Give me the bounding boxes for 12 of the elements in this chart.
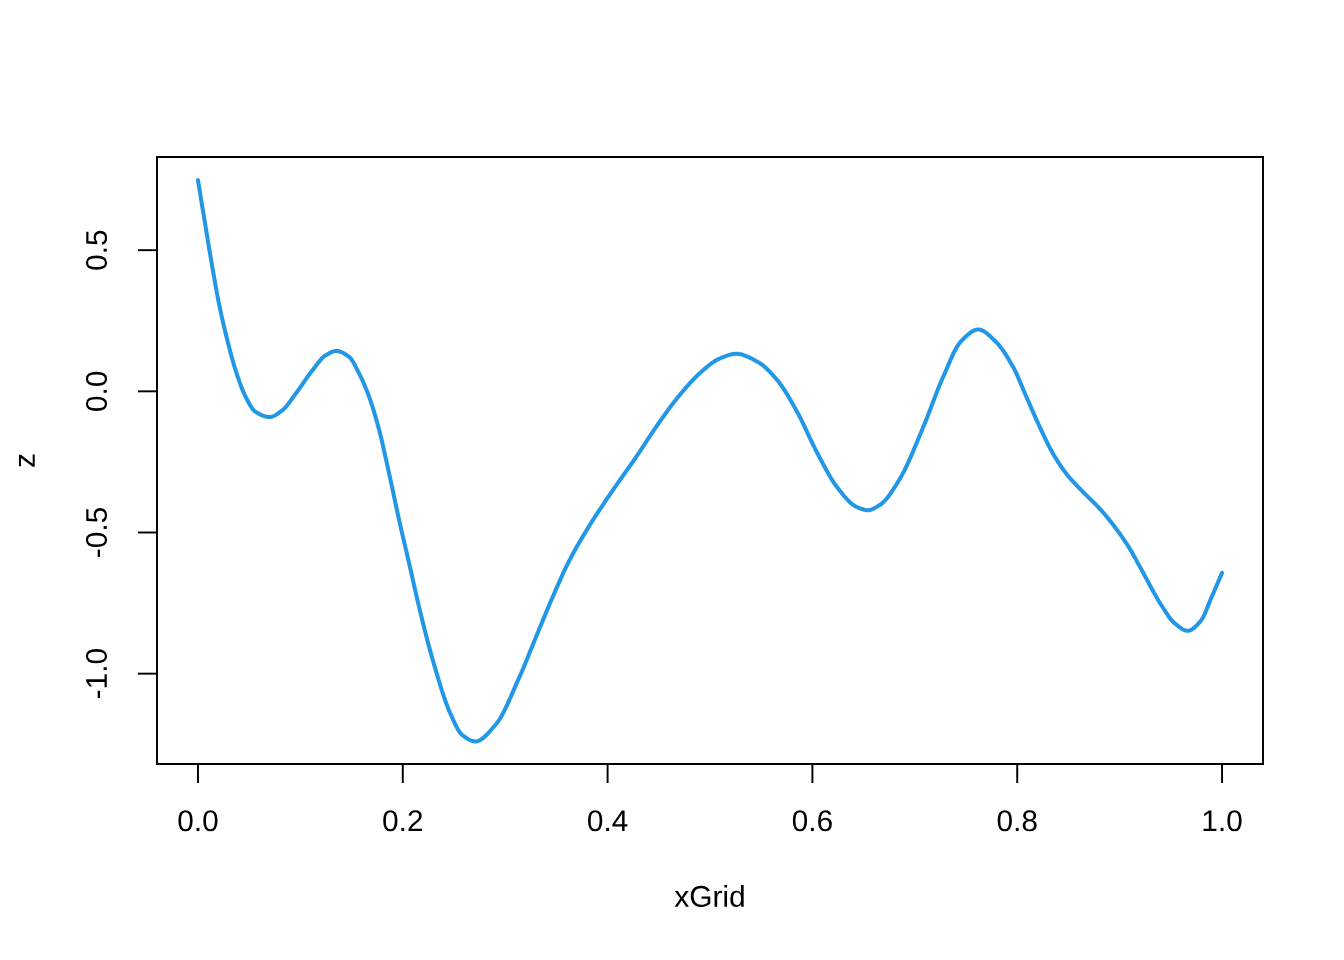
y-axis-title: z xyxy=(18,454,35,467)
x-axis-title: xGrid xyxy=(674,885,744,908)
x-tick-label: 0.6 xyxy=(792,810,832,832)
y-tick-label: -1.0 xyxy=(85,649,108,699)
x-tick-label: 0.0 xyxy=(178,810,218,832)
x-tick-label: 0.2 xyxy=(383,810,423,832)
y-tick-label: 0.0 xyxy=(85,371,108,411)
y-tick-label: -0.5 xyxy=(85,508,108,557)
x-tick-label: 0.8 xyxy=(997,810,1037,832)
y-tick-label: 0.5 xyxy=(85,230,108,270)
x-tick-label: 1.0 xyxy=(1203,810,1242,832)
x-tick-label: 0.4 xyxy=(588,810,628,832)
